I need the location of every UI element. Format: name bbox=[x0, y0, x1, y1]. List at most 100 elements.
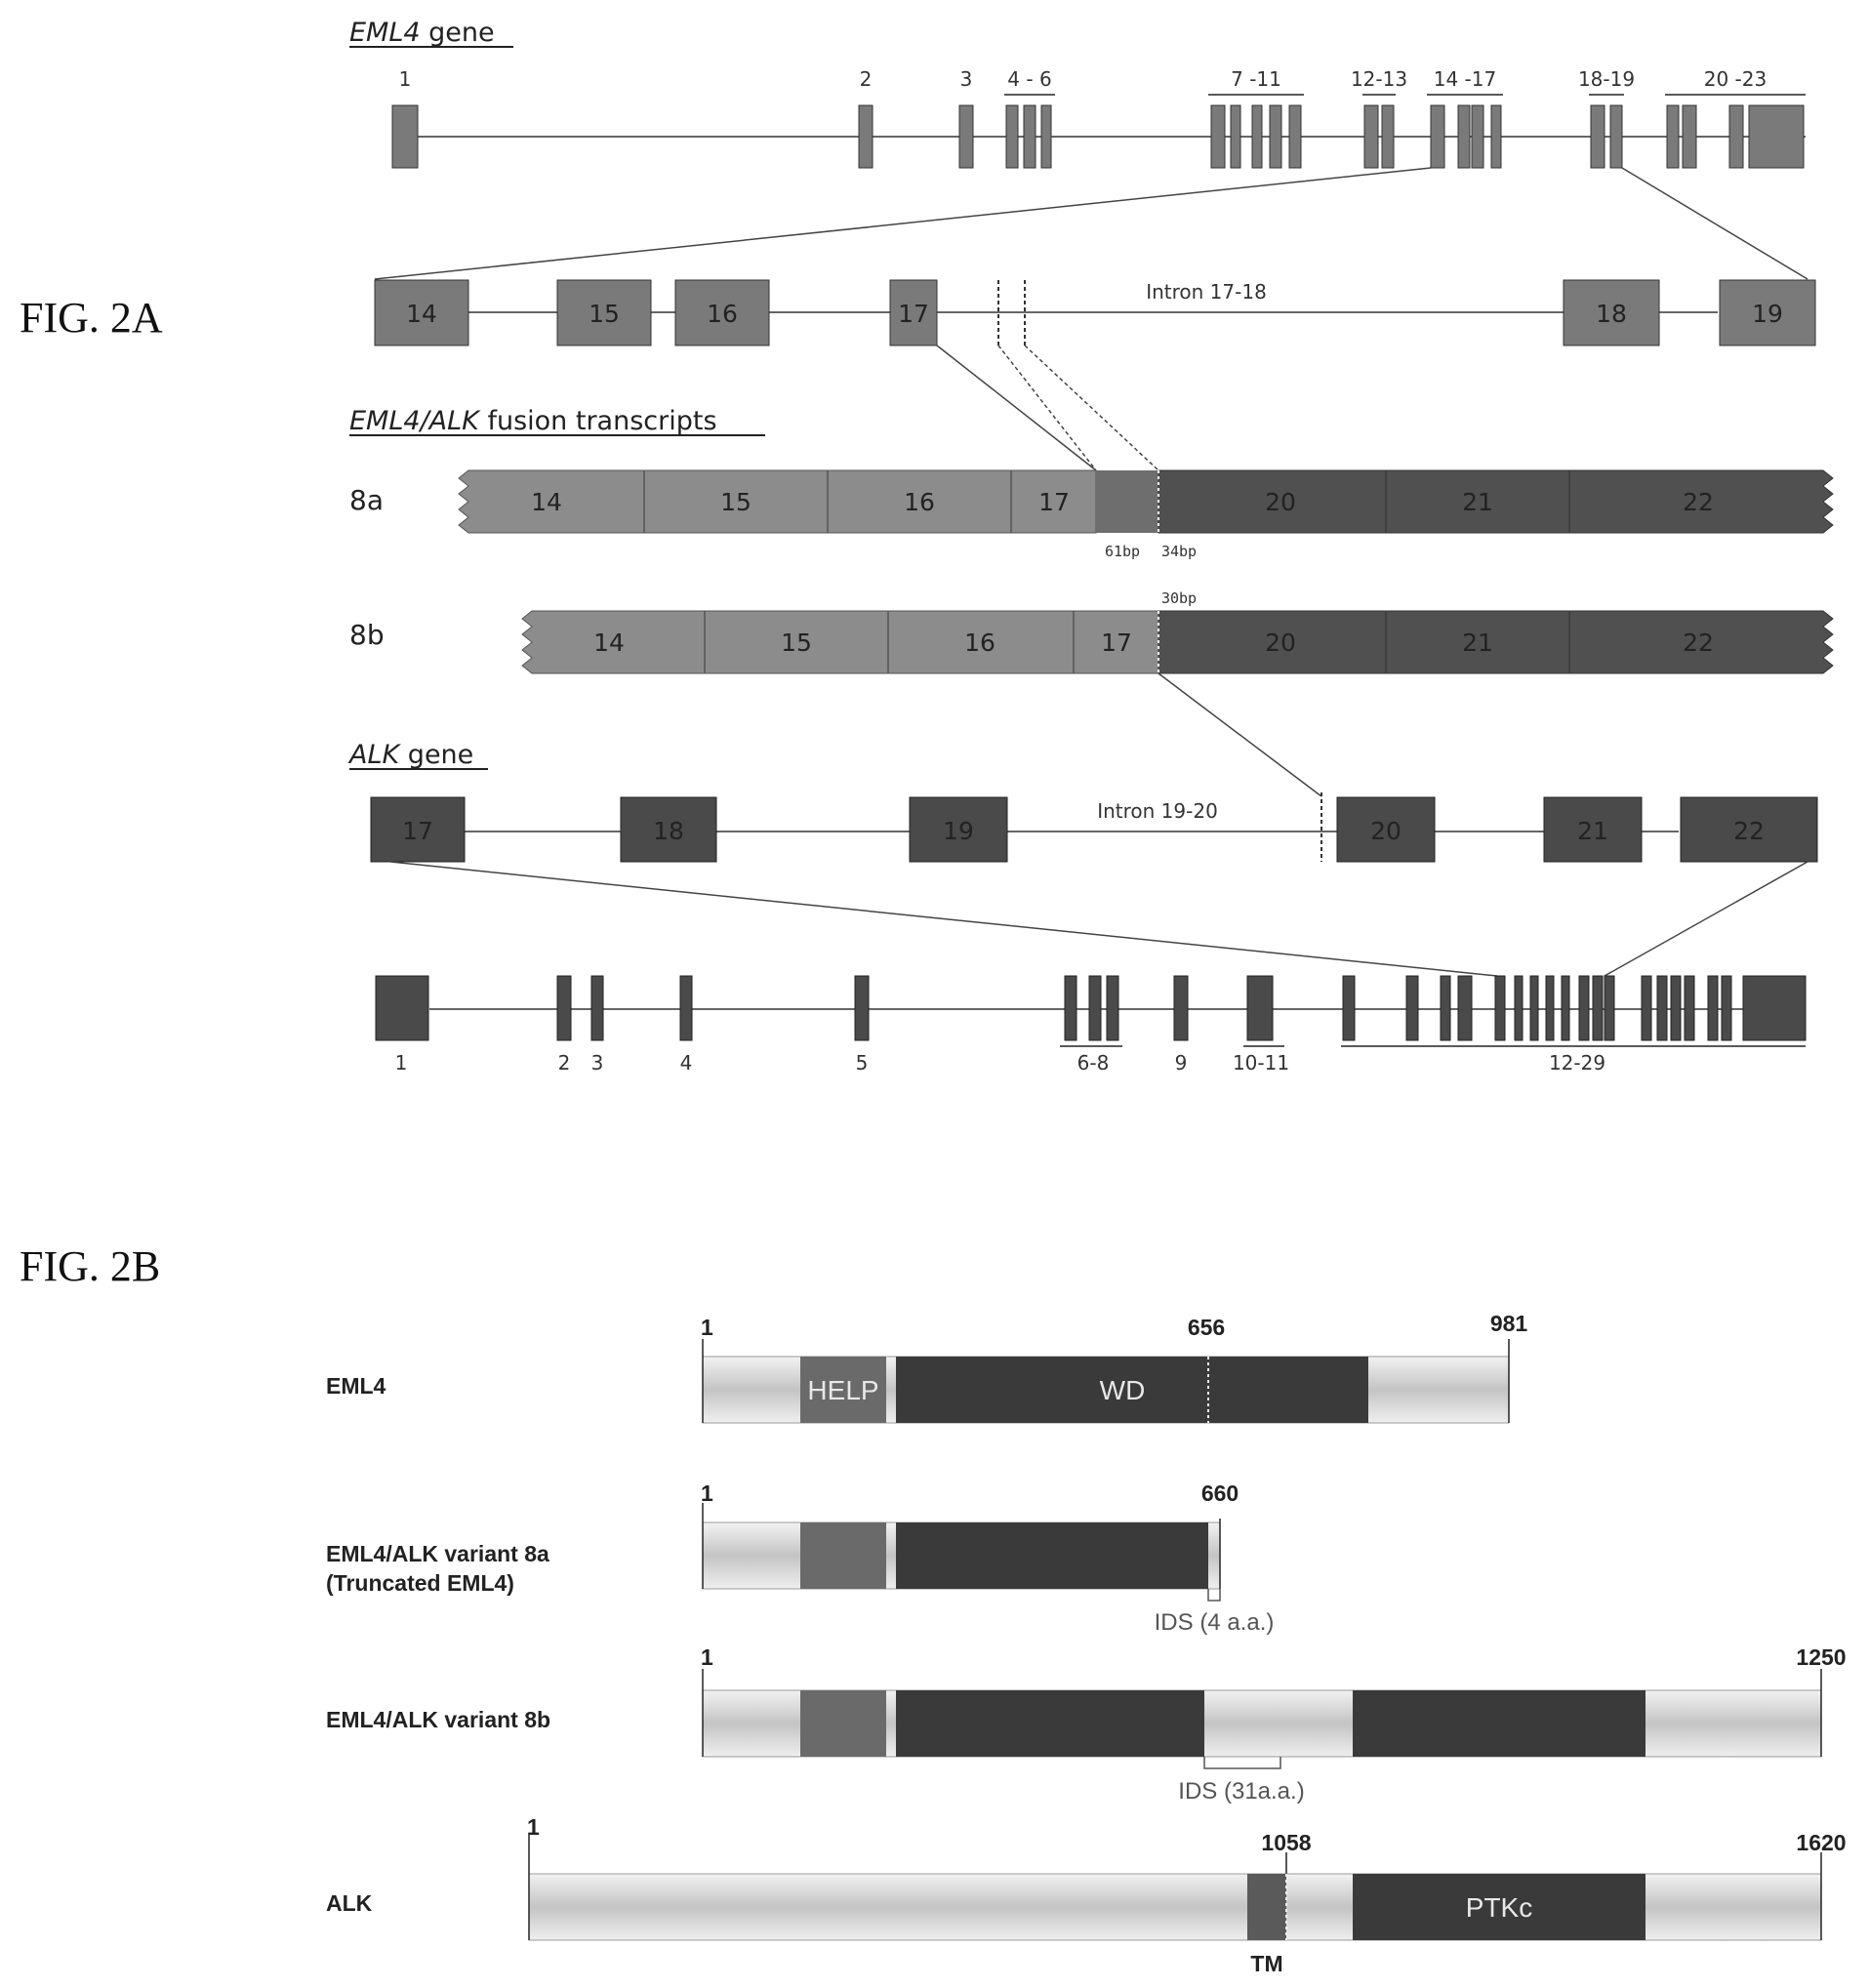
svg-text:7 -11: 7 -11 bbox=[1231, 67, 1281, 91]
svg-text:14: 14 bbox=[593, 629, 625, 657]
svg-text:19: 19 bbox=[943, 817, 974, 845]
eml4-protein-label: EML4 bbox=[326, 1373, 386, 1399]
variant-8b-end: 1250 bbox=[1796, 1644, 1846, 1670]
svg-text:6-8: 6-8 bbox=[1077, 1051, 1110, 1075]
svg-text:20 -23: 20 -23 bbox=[1704, 67, 1767, 91]
alk-start: 1 bbox=[527, 1814, 540, 1840]
alk-protein-label: ALK bbox=[326, 1890, 373, 1916]
svg-text:16: 16 bbox=[904, 488, 935, 516]
variant-8a-protein-label-line1: EML4/ALK variant 8a bbox=[326, 1541, 549, 1566]
variant-8a-protein-bar bbox=[702, 1503, 1221, 1602]
variant-8b-segment-labels: 14 15 16 17 20 21 22 bbox=[593, 629, 1714, 657]
eml4-zoom-line-right bbox=[1621, 167, 1808, 280]
variant-8b-protein-bar bbox=[702, 1669, 1822, 1769]
eml4-end: 981 bbox=[1490, 1311, 1528, 1336]
variant-8b-ids-label: IDS (31a.a.) bbox=[1178, 1778, 1304, 1805]
svg-text:17: 17 bbox=[1038, 488, 1070, 516]
svg-text:1: 1 bbox=[395, 1051, 408, 1075]
tm-label: TM bbox=[1250, 1951, 1282, 1976]
svg-text:9: 9 bbox=[1175, 1051, 1188, 1075]
svg-text:4: 4 bbox=[680, 1051, 693, 1075]
variant-8a-segment-labels: 14 15 16 17 20 21 22 bbox=[531, 488, 1714, 516]
variant-8a-insert-right: 34bp bbox=[1161, 543, 1197, 560]
ptkc-domain-label: PTKc bbox=[1466, 1892, 1532, 1923]
alk-zoom-exon-labels: 17 18 19 20 21 22 bbox=[402, 817, 1765, 845]
svg-text:22: 22 bbox=[1683, 488, 1714, 516]
eml4-intron-label: Intron 17-18 bbox=[1146, 280, 1267, 304]
eml4-zoom-exon-labels: 14 15 16 17 18 19 bbox=[406, 300, 1783, 328]
svg-text:12-29: 12-29 bbox=[1549, 1051, 1605, 1075]
alk-full-gene-map bbox=[375, 975, 1807, 1047]
alk-zoom-line-left bbox=[389, 861, 1498, 977]
variant-8b-label: 8b bbox=[349, 619, 385, 651]
variant-8a-insert-left: 61bp bbox=[1105, 543, 1140, 560]
eml4-gene-map bbox=[391, 94, 1806, 169]
svg-text:20: 20 bbox=[1265, 488, 1296, 516]
help-domain-label: HELP bbox=[807, 1375, 878, 1405]
variant-8a-transcript bbox=[458, 469, 1834, 534]
eml4-start: 1 bbox=[701, 1315, 713, 1340]
svg-text:3: 3 bbox=[960, 67, 973, 91]
eml4-to-8a-connectors bbox=[936, 345, 1159, 471]
alk-mark: 1058 bbox=[1261, 1830, 1311, 1855]
svg-text:18: 18 bbox=[1596, 300, 1627, 328]
svg-text:2: 2 bbox=[860, 67, 873, 91]
eml4-exon-group-labels: 1 2 3 4 - 6 7 -11 12-13 14 -17 18-19 20 … bbox=[399, 67, 1767, 91]
eml4-protein-bar bbox=[702, 1339, 1510, 1424]
svg-text:12-13: 12-13 bbox=[1351, 67, 1407, 91]
svg-text:20: 20 bbox=[1370, 817, 1402, 845]
svg-text:15: 15 bbox=[589, 300, 620, 328]
8b-to-alk-connector bbox=[1158, 672, 1322, 797]
fusion-title: EML4/ALK fusion transcripts bbox=[349, 406, 717, 436]
svg-text:16: 16 bbox=[964, 629, 995, 657]
svg-text:22: 22 bbox=[1683, 629, 1714, 657]
variant-8a-end: 660 bbox=[1201, 1481, 1239, 1506]
variant-8b-start: 1 bbox=[701, 1644, 713, 1670]
variant-8a-ids-label: IDS (4 a.a.) bbox=[1155, 1609, 1275, 1636]
alk-gene-title: ALK gene bbox=[347, 740, 473, 770]
svg-text:3: 3 bbox=[591, 1051, 604, 1075]
eml4-gene-title: EML4 gene bbox=[349, 18, 495, 48]
svg-text:15: 15 bbox=[781, 629, 812, 657]
svg-text:18-19: 18-19 bbox=[1578, 67, 1635, 91]
svg-text:2: 2 bbox=[558, 1051, 571, 1075]
svg-text:17: 17 bbox=[402, 817, 433, 845]
svg-text:19: 19 bbox=[1752, 300, 1783, 328]
fig-2a-label: FIG. 2A bbox=[20, 294, 163, 342]
svg-text:17: 17 bbox=[898, 300, 929, 328]
variant-8b-transcript bbox=[521, 610, 1834, 674]
svg-text:22: 22 bbox=[1733, 817, 1765, 845]
alk-zoom-map bbox=[370, 792, 1818, 863]
svg-text:14: 14 bbox=[406, 300, 437, 328]
alk-end: 1620 bbox=[1796, 1830, 1846, 1855]
svg-text:21: 21 bbox=[1577, 817, 1608, 845]
svg-text:21: 21 bbox=[1462, 629, 1493, 657]
alk-protein-bar bbox=[528, 1833, 1822, 1941]
variant-8a-protein-label-line2: (Truncated EML4) bbox=[326, 1570, 514, 1596]
eml4-zoom-map bbox=[374, 279, 1816, 346]
eml4-zoom-line-left bbox=[374, 167, 1432, 280]
alk-full-gene-labels: 1 2 3 4 5 6-8 9 10-11 12-29 bbox=[395, 1051, 1605, 1075]
svg-text:14: 14 bbox=[531, 488, 562, 516]
variant-8a-start: 1 bbox=[701, 1481, 713, 1506]
svg-text:10-11: 10-11 bbox=[1233, 1051, 1289, 1075]
svg-text:14 -17: 14 -17 bbox=[1434, 67, 1496, 91]
alk-zoom-line-right bbox=[1604, 861, 1808, 977]
svg-text:20: 20 bbox=[1265, 629, 1296, 657]
svg-text:1: 1 bbox=[399, 67, 412, 91]
svg-text:5: 5 bbox=[856, 1051, 869, 1075]
svg-text:21: 21 bbox=[1462, 488, 1493, 516]
variant-8a-label: 8a bbox=[349, 484, 384, 516]
variant-8b-insert: 30bp bbox=[1161, 589, 1197, 607]
alk-intron-label: Intron 19-20 bbox=[1097, 799, 1218, 823]
wd-domain-label: WD bbox=[1100, 1375, 1146, 1405]
variant-8b-protein-label: EML4/ALK variant 8b bbox=[326, 1707, 550, 1732]
svg-text:16: 16 bbox=[707, 300, 738, 328]
fig-2b-label: FIG. 2B bbox=[20, 1242, 160, 1290]
eml4-mark: 656 bbox=[1188, 1315, 1225, 1340]
svg-text:17: 17 bbox=[1101, 629, 1132, 657]
svg-text:18: 18 bbox=[653, 817, 684, 845]
svg-text:4 - 6: 4 - 6 bbox=[1007, 67, 1051, 91]
svg-text:15: 15 bbox=[720, 488, 752, 516]
